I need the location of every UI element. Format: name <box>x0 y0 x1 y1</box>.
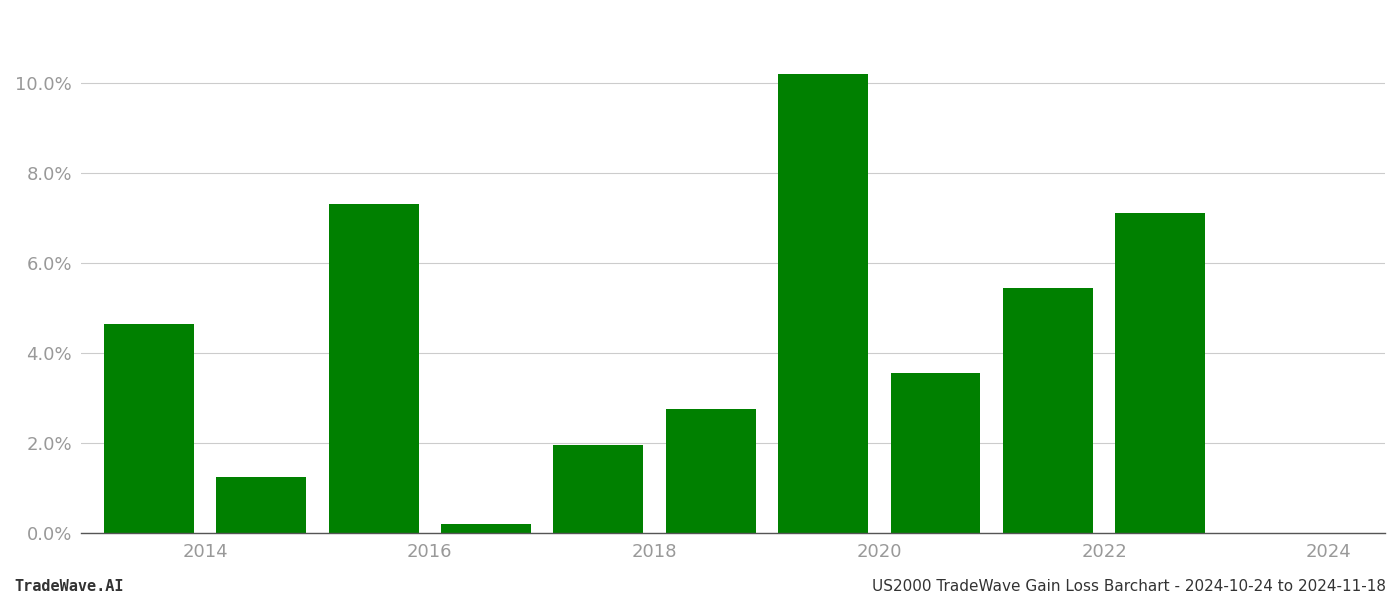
Text: US2000 TradeWave Gain Loss Barchart - 2024-10-24 to 2024-11-18: US2000 TradeWave Gain Loss Barchart - 20… <box>872 579 1386 594</box>
Bar <box>1002 287 1093 533</box>
Bar <box>553 445 644 533</box>
Bar <box>104 324 193 533</box>
Bar <box>890 373 980 533</box>
Bar <box>666 409 756 533</box>
Bar <box>329 204 419 533</box>
Text: TradeWave.AI: TradeWave.AI <box>14 579 123 594</box>
Bar <box>217 477 307 533</box>
Bar <box>778 74 868 533</box>
Bar <box>441 524 531 533</box>
Bar <box>1116 213 1205 533</box>
